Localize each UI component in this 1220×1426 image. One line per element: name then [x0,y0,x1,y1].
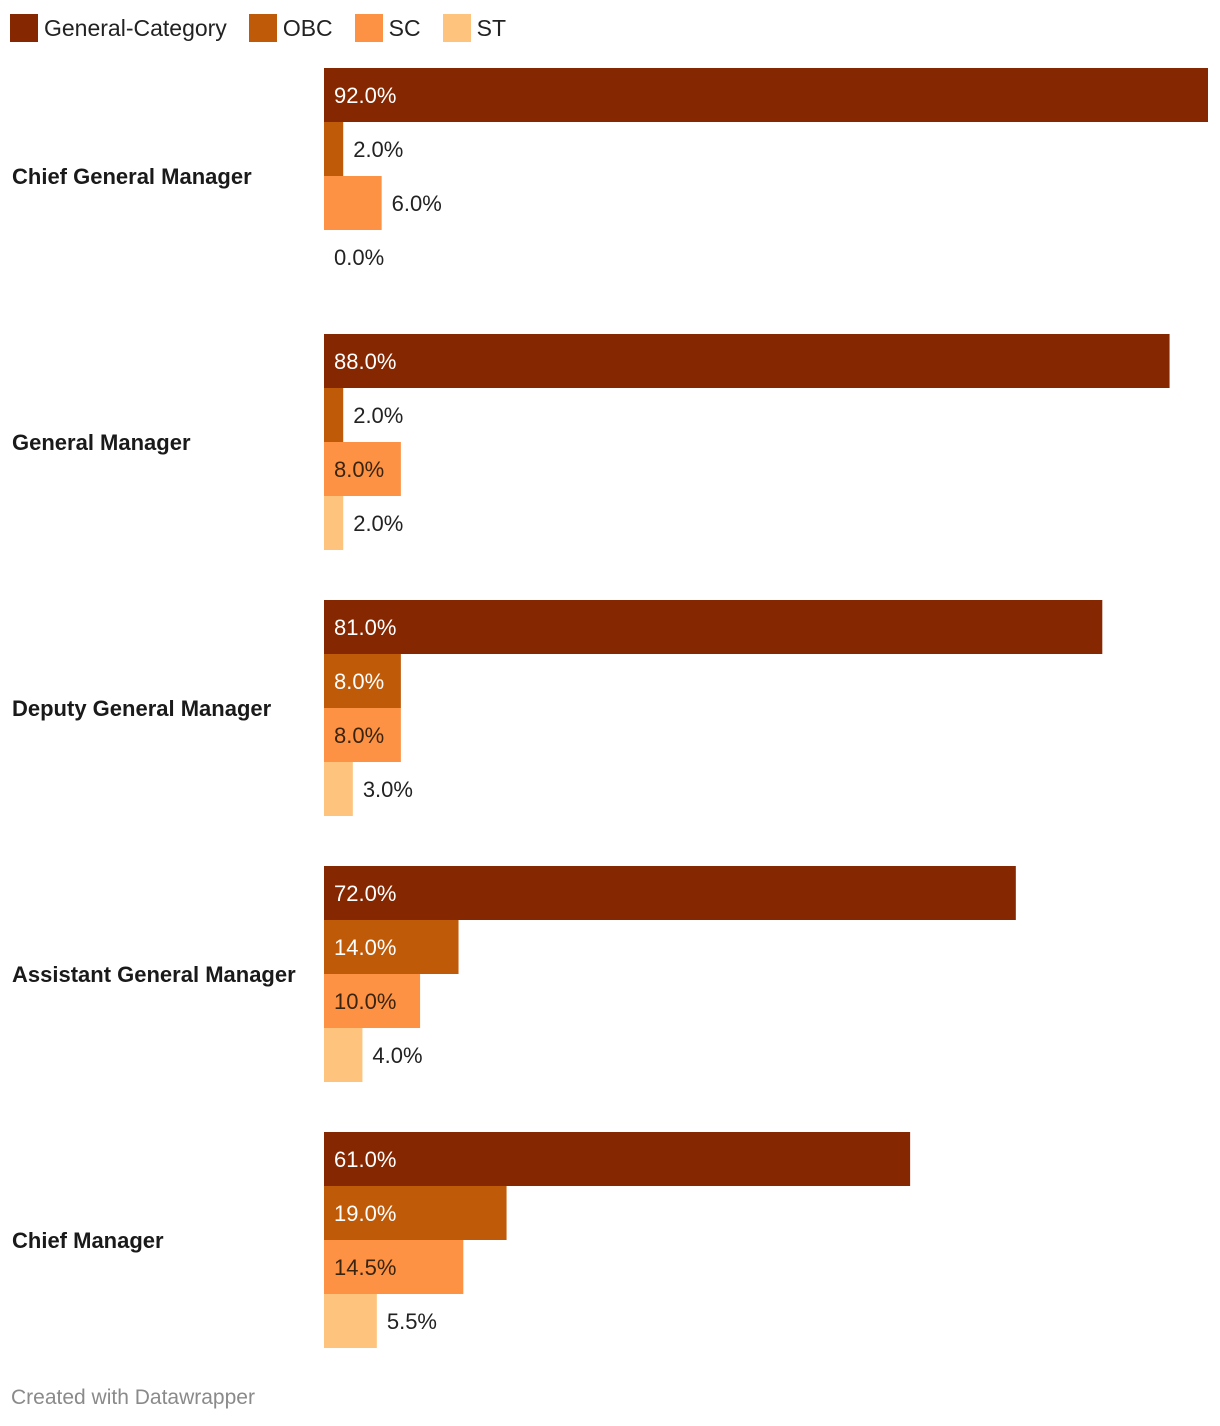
bar-deputy-general-manager-general-category [324,600,1103,654]
value-label-assistant-general-manager-obc: 14.0% [334,935,396,960]
value-label-chief-general-manager-obc: 2.0% [353,137,403,162]
value-label-general-manager-obc: 2.0% [353,403,403,428]
value-label-general-manager-st: 2.0% [353,511,403,536]
legend-item-sc: SC [354,14,421,42]
category-label-deputy-general-manager: Deputy General Manager [12,696,272,721]
bar-deputy-general-manager-sc [324,708,401,762]
value-label-general-manager-general-category: 88.0% [334,349,396,374]
bar-chief-manager-general-category [324,1132,911,1186]
legend-swatch-obc [248,14,277,42]
bar-chief-general-manager-sc [324,176,382,230]
legend-item-general-category: General-Category [10,14,227,42]
bar-assistant-general-manager-obc [324,920,459,974]
legend-swatch-st [442,14,471,42]
value-label-deputy-general-manager-sc: 8.0% [334,723,384,748]
value-label-chief-general-manager-st: 0.0% [334,245,384,270]
bar-general-manager-general-category [324,334,1170,388]
bar-chief-manager-st [324,1294,377,1348]
credit-text: Created with Datawrapper [11,1386,255,1409]
bar-assistant-general-manager-st [324,1028,363,1082]
bar-assistant-general-manager-sc [324,974,421,1028]
category-label-chief-manager: Chief Manager [12,1228,164,1253]
bar-chief-general-manager-general-category [324,68,1208,122]
value-label-chief-manager-obc: 19.0% [334,1201,396,1226]
legend-label-sc: SC [388,14,421,41]
legend-label-general-category: General-Category [44,14,227,41]
bar-chart: Chief General Manager 92.0% 2.0% 6.0% 0.0% Ge… [12,68,1208,1348]
bar-chief-manager-sc [324,1240,464,1294]
value-label-chief-general-manager-sc: 6.0% [392,191,442,216]
value-label-deputy-general-manager-st: 3.0% [363,777,413,802]
bar-assistant-general-manager-general-category [324,866,1016,920]
bar-deputy-general-manager-st [324,762,353,816]
bar-deputy-general-manager-obc [324,654,401,708]
category-label-general-manager: General Manager [12,430,191,455]
value-label-chief-manager-sc: 14.5% [334,1255,396,1280]
value-label-deputy-general-manager-obc: 8.0% [334,669,384,694]
legend-label-st: ST [476,14,506,41]
bar-general-manager-sc [324,442,401,496]
value-label-general-manager-sc: 8.0% [334,457,384,482]
value-label-chief-manager-general-category: 61.0% [334,1147,396,1172]
legend-item-st: ST [442,14,506,42]
legend-item-obc: OBC [248,14,333,42]
value-label-chief-manager-st: 5.5% [387,1309,437,1334]
value-label-chief-general-manager-general-category: 92.0% [334,83,396,108]
value-label-deputy-general-manager-general-category: 81.0% [334,615,396,640]
chart-legend: General-Category OBC SC ST [10,12,528,44]
category-label-chief-general-manager: Chief General Manager [12,164,252,189]
bar-general-manager-obc [324,388,344,442]
value-label-assistant-general-manager-st: 4.0% [372,1043,422,1068]
bar-chief-general-manager-obc [324,122,344,176]
legend-label-obc: OBC [282,14,333,41]
value-label-assistant-general-manager-general-category: 72.0% [334,881,396,906]
bar-general-manager-st [324,496,344,550]
legend-swatch-general-category [10,14,38,42]
value-label-assistant-general-manager-sc: 10.0% [334,989,396,1014]
legend-swatch-sc [354,14,383,42]
category-label-assistant-general-manager: Assistant General Manager [12,962,296,987]
bar-chief-manager-obc [324,1186,507,1240]
